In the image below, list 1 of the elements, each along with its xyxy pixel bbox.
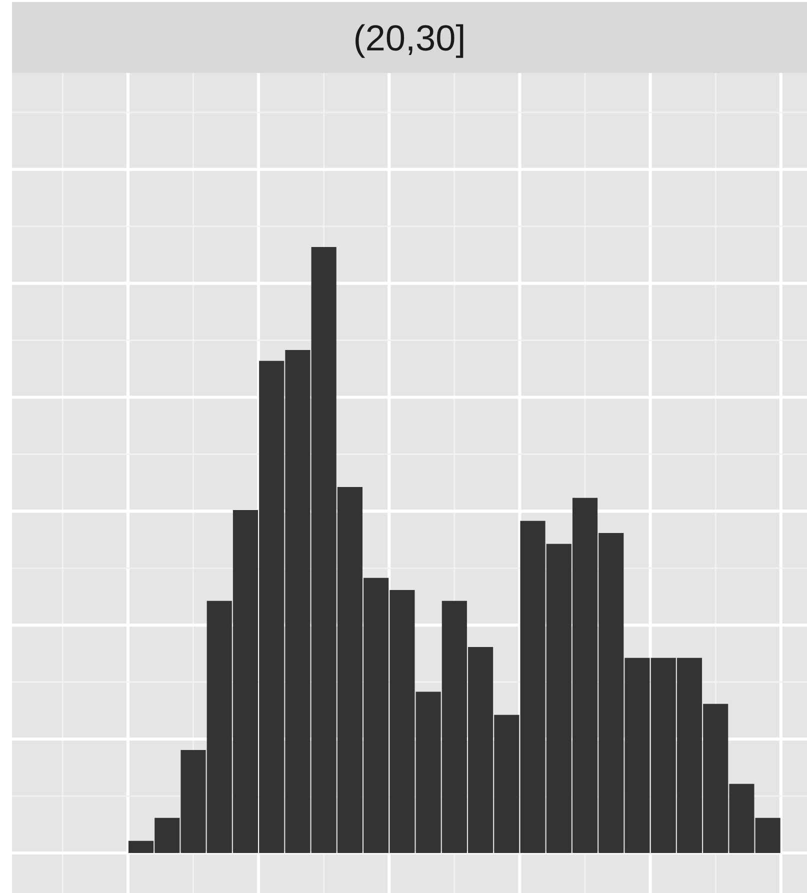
chart-title: (20,30] bbox=[356, 24, 464, 58]
